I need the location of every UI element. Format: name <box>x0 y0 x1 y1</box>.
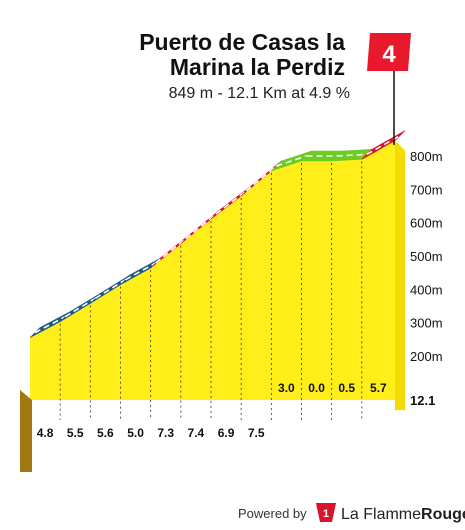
climb-title-line-2: Marina la Perdiz <box>170 54 345 80</box>
base-right-gap <box>395 410 409 448</box>
km-label: 1 <box>57 450 64 465</box>
flamme-rouge-logo-icon: 1 <box>316 503 336 522</box>
y-tick-label: 600m <box>410 216 443 231</box>
gradient-label: 6.9 <box>218 426 235 440</box>
route-centerline <box>64 297 96 318</box>
route-centerline <box>245 165 277 192</box>
y-tick-label: 400m <box>410 282 443 297</box>
brand-name-regular: La Flamme <box>341 506 421 523</box>
km-label: 9 <box>298 450 305 465</box>
gradient-label: 5.6 <box>97 426 114 440</box>
route-centerline <box>336 153 367 157</box>
powered-by-label: Powered by <box>238 506 307 521</box>
brand-name-bold: Rouge <box>421 506 465 523</box>
km-label: 6 <box>207 450 214 465</box>
base-side-strip <box>20 420 32 448</box>
route-centerline <box>215 190 247 215</box>
category-flag-label: 4 <box>382 41 396 68</box>
km-label: 4 <box>147 450 155 465</box>
gradient-label: 5.0 <box>127 426 144 440</box>
y-tick-label: 500m <box>410 249 443 264</box>
route-centerline <box>34 315 66 334</box>
y-tick-label: 200m <box>410 349 443 364</box>
final-km-label: 12.1 <box>410 393 435 408</box>
gradient-label: 0.5 <box>338 381 355 395</box>
km-label: 11 <box>355 450 369 465</box>
gradient-label: 0.0 <box>308 381 325 395</box>
climb-subtitle: 849 m - 12.1 Km at 4.9 % <box>169 85 350 102</box>
brand-name: La FlammeRouge <box>341 506 465 523</box>
gradient-label: 5.5 <box>67 426 84 440</box>
route-centerline <box>155 238 187 264</box>
route-centerline <box>276 155 307 167</box>
km-label: 7 <box>238 450 245 465</box>
km-label: 10 <box>324 450 338 465</box>
gradient-label: 4.8 <box>37 426 54 440</box>
route-centerline <box>125 262 157 281</box>
y-tick-label: 300m <box>410 316 443 331</box>
route-centerline <box>185 213 217 240</box>
climb-title-line-1: Puerto de Casas la <box>139 29 345 55</box>
km-label: 2 <box>87 450 94 465</box>
km-label: 8 <box>268 450 275 465</box>
y-tick-label: 800m <box>410 149 443 164</box>
gradient-label: 7.3 <box>157 426 174 440</box>
profile-side-face <box>395 140 405 420</box>
gradient-label: 5.7 <box>370 381 387 395</box>
km-label: 3 <box>117 450 124 465</box>
gradient-label: 3.0 <box>278 381 295 395</box>
svg-text:1: 1 <box>323 508 329 520</box>
category-flag <box>367 33 411 71</box>
gradient-label: 7.5 <box>248 426 265 440</box>
gradient-label: 7.4 <box>188 426 205 440</box>
km-label: 5 <box>177 450 184 465</box>
profile-area <box>30 140 395 400</box>
route-centerline <box>94 278 126 300</box>
y-tick-label: 700m <box>410 182 443 197</box>
